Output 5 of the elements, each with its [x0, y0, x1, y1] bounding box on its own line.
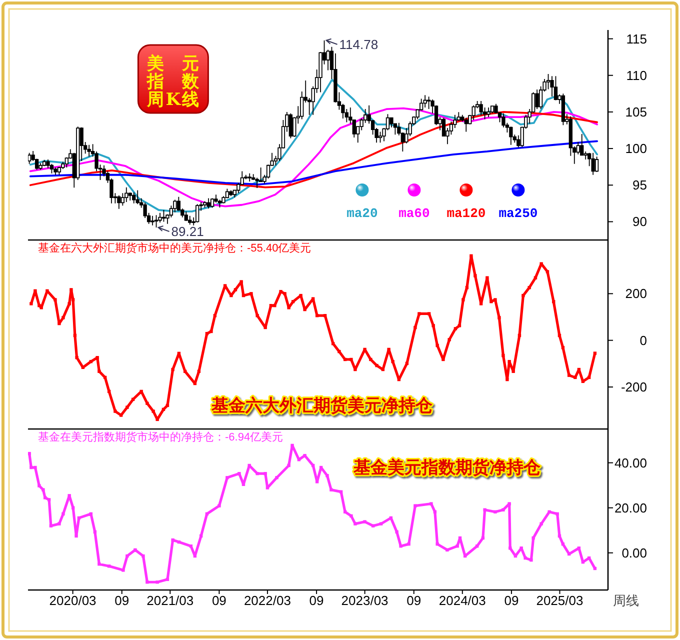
- annotation: 基金美元指数期货净持仓: [353, 458, 540, 478]
- annotation: 基金六大外汇期货美元净持仓: [212, 396, 433, 415]
- title: 基金在美元指数期货市场中的净持仓：-6.94亿美元: [38, 432, 284, 444]
- title: 美元指数周K线: [137, 44, 209, 114]
- title: 基金在六大外汇期货市场中的美元净持仓：-55.40亿美元: [38, 242, 312, 254]
